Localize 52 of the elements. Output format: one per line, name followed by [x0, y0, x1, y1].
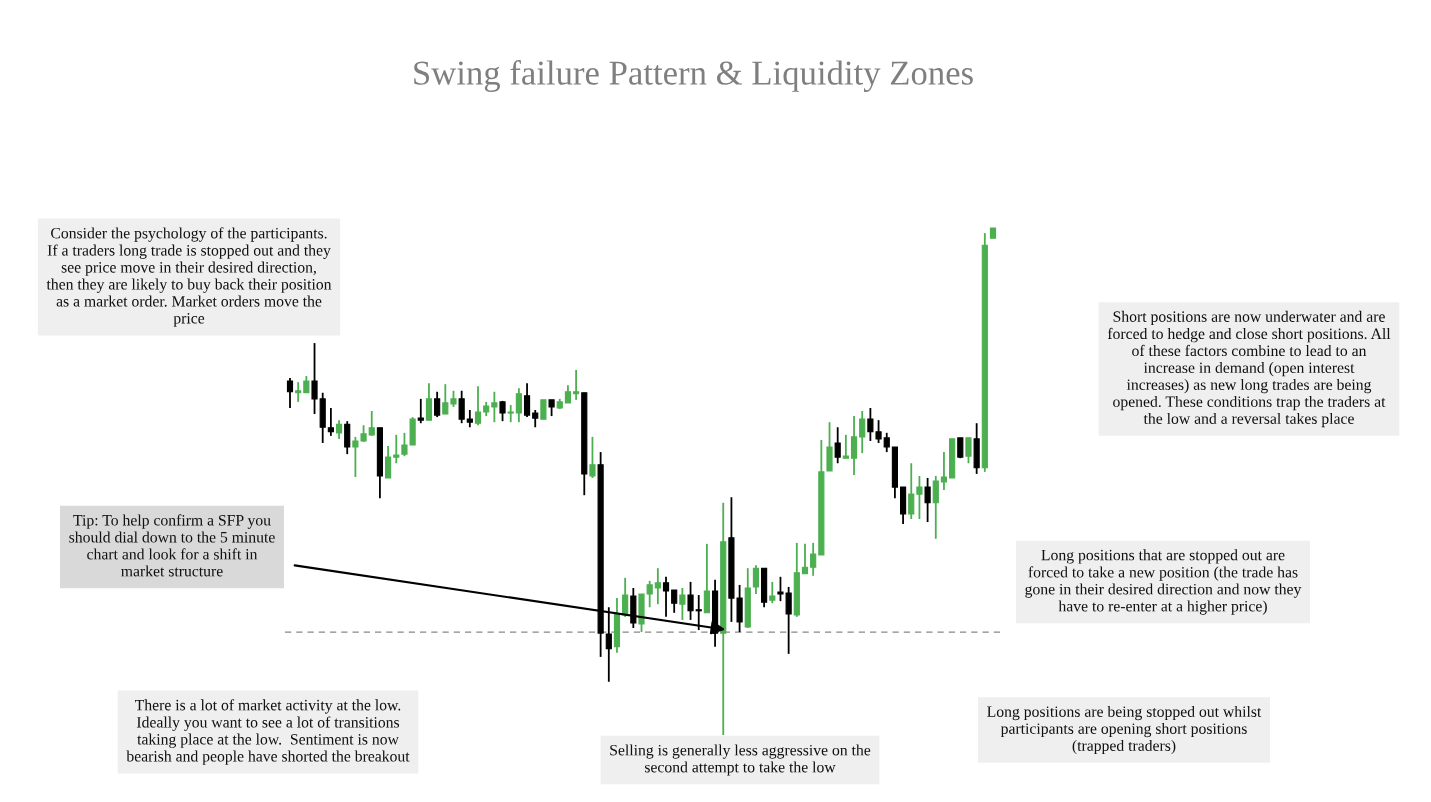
- text: Short positions are now underwater and are forced to hedge and close short positions. All of these factors combine to lead to an increase in demand (open interest increases) as new long trades are being opened. These conditions trap the traders at the low and a reversal takes place: [1107, 310, 1391, 428]
- annotation: There is a lot of market activity at the low. Ideally you want to see a lot of transitions taking place at the low. Sentiment is now bearish and people have shorted the breakout: [126, 699, 410, 765]
- candlestick: [859, 410, 866, 455]
- candlestick: [344, 420, 351, 456]
- candlestick: [769, 580, 776, 605]
- candlestick: [425, 382, 433, 422]
- candlestick: [540, 399, 547, 420]
- candlestick: [622, 576, 629, 618]
- candlestick: [940, 451, 948, 492]
- candlestick: [417, 397, 424, 425]
- candlestick: [523, 382, 531, 419]
- candlestick: [491, 390, 498, 424]
- chart-title: Swing failure Pattern & Liquidity Zones: [414, 60, 973, 92]
- candlestick: [842, 433, 849, 460]
- candlestick: [850, 415, 858, 476]
- candlestick: [458, 389, 465, 425]
- annotation: Consider the psychology of the participants. If a traders long trade is stopped out and they see price move in their desired direction, then they are likely to buy back their position as a market order. Market orders move the price: [46, 227, 332, 327]
- candlestick: [687, 580, 694, 621]
- candlestick: [654, 567, 661, 606]
- candlestick: [393, 433, 400, 465]
- candlestick: [810, 541, 817, 577]
- candlestick: [335, 419, 343, 440]
- candlestick: [507, 404, 514, 424]
- candlestick: [752, 564, 760, 595]
- candlestick: [703, 542, 710, 614]
- candlestick: [589, 435, 596, 479]
- candlestick: [368, 410, 375, 437]
- candlestick: [908, 462, 915, 520]
- candlestick: [932, 475, 939, 540]
- candlestick: [515, 387, 522, 424]
- candlestick: [679, 587, 686, 621]
- candlestick: [573, 369, 580, 401]
- candlestick: [311, 342, 318, 415]
- candlestick: [924, 477, 931, 523]
- candlestick: [385, 445, 392, 479]
- text: Long positions that are stopped out are forced to take a new position (the trade has gone in their desired direction and now they have to re-enter at a higher price): [1025, 549, 1302, 615]
- candlestick: [834, 426, 841, 465]
- candlestick: [434, 390, 441, 419]
- candlestick: [442, 383, 449, 415]
- candlestick: [965, 436, 972, 465]
- candlestick: [295, 381, 302, 403]
- candlestick: [916, 475, 923, 520]
- text: Selling is generally less aggressive on the second attempt to take the low: [610, 744, 871, 776]
- candlestick: [662, 575, 670, 618]
- candlestick: [801, 542, 809, 575]
- candlestick: [327, 407, 334, 437]
- candlestick: [671, 589, 678, 614]
- candlestick: [883, 431, 890, 453]
- candlestick: [474, 385, 482, 427]
- candlestick: [286, 377, 294, 409]
- text: Tip: To help confirm a SFP you should dial down to the 5 minute chart and look for a shift in market structure: [69, 514, 275, 577]
- annotation: Long positions are being stopped out whilst participants are opening short positions (trapped traders): [987, 705, 1262, 755]
